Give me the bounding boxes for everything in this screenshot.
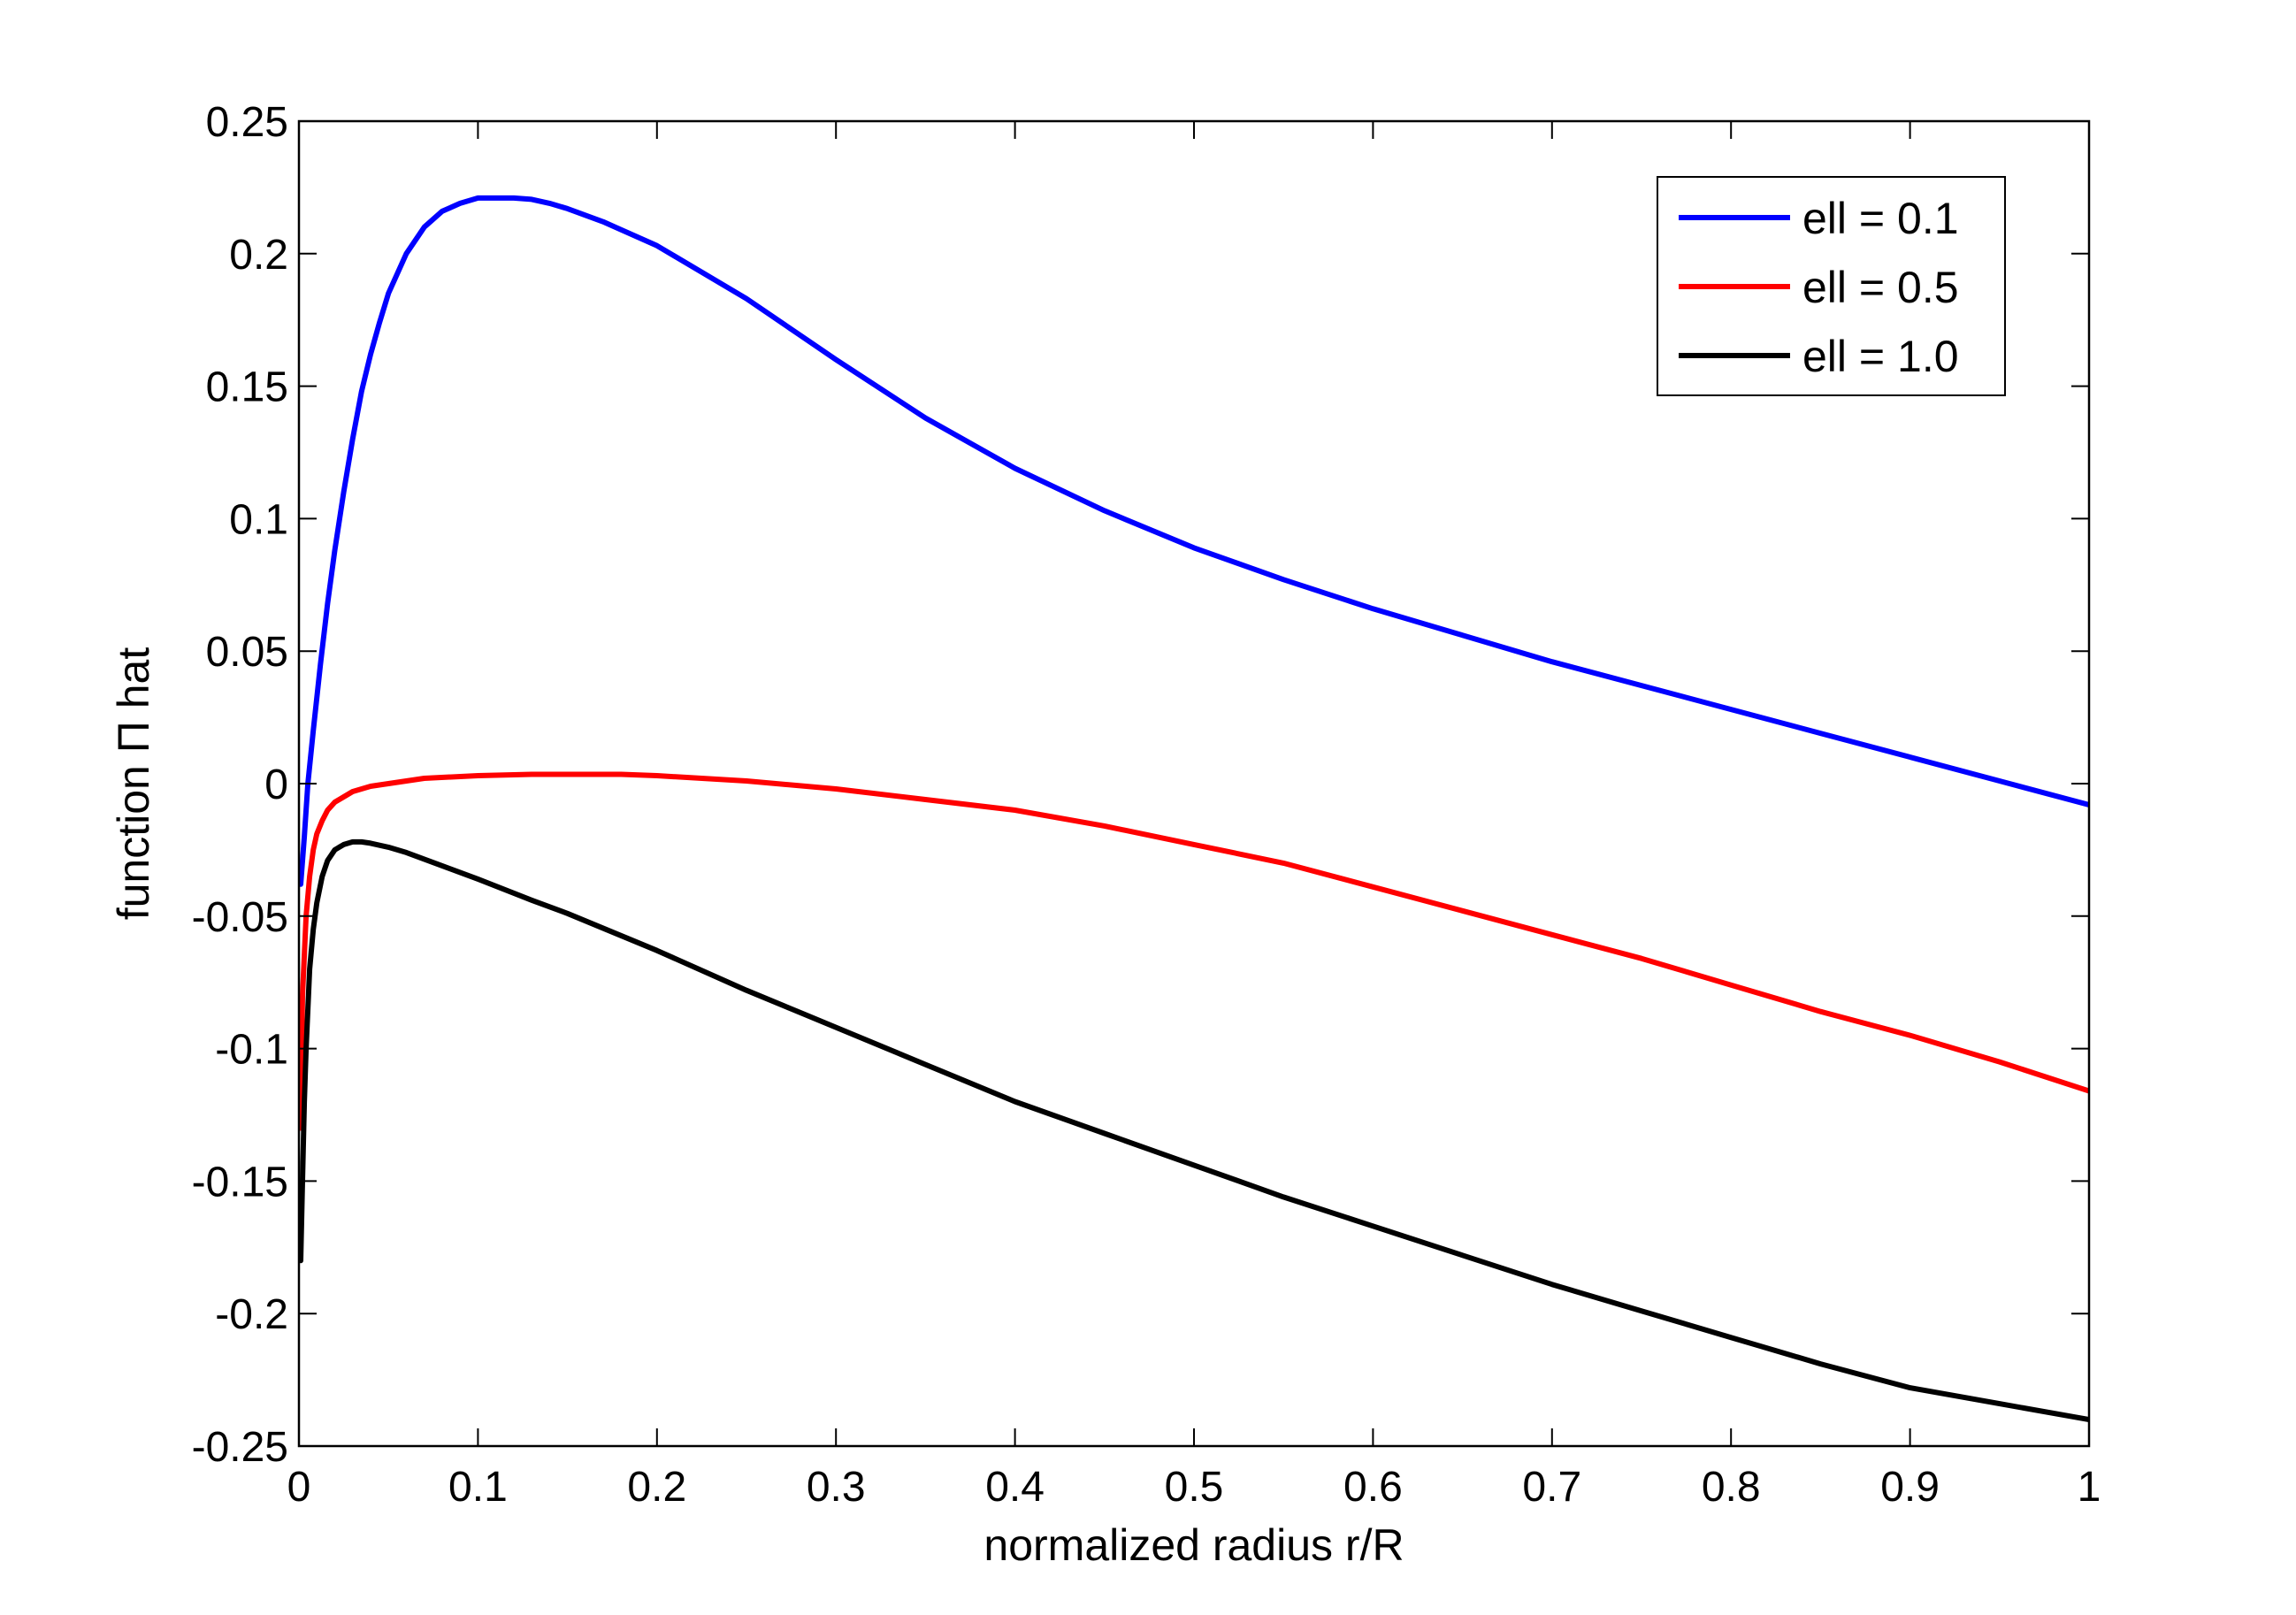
x-tick-label: 0.7 (1522, 1464, 1581, 1511)
series-line-1 (299, 195, 2089, 887)
y-tick-label: -0.05 (192, 894, 288, 941)
series-line-3 (299, 838, 2089, 1422)
y-tick-labels: -0.25 -0.2 -0.15 -0.1 -0.05 0 0.05 0.1 0.15 0.2 0.… (192, 99, 288, 1471)
x-tick-label: 0 (287, 1464, 311, 1511)
x-tick-label: 1 (2078, 1464, 2101, 1511)
axes-box (297, 119, 2091, 1448)
y-tick-label: 0.15 (206, 364, 288, 411)
series-line-2 (299, 771, 2089, 1131)
x-tick-label: 0.5 (1165, 1464, 1224, 1511)
y-tick-label: 0.05 (206, 629, 288, 676)
x-axis-label: normalized radius r/R (983, 1520, 1404, 1570)
tick-layer (298, 120, 2090, 1447)
x-tick-label: 0.8 (1702, 1464, 1761, 1511)
y-axis-label: function Π hat (109, 647, 158, 921)
x-tick-label: 0.4 (985, 1464, 1045, 1511)
x-tick-label: 0.3 (807, 1464, 866, 1511)
y-tick-label: 0.1 (229, 496, 288, 543)
x-tick-labels: 0 0.1 0.2 0.3 0.4 0.5 0.6 0.7 0.8 0.9 1 (287, 1464, 2101, 1511)
y-tick-label: -0.2 (215, 1291, 288, 1338)
legend-label-3: ell = 1.0 (1802, 332, 1959, 381)
x-tick-label: 0.1 (448, 1464, 508, 1511)
y-tick-label: 0.25 (206, 99, 288, 146)
y-tick-label: 0.2 (229, 232, 288, 279)
series-layer (299, 195, 2089, 1422)
legend-label-1: ell = 0.1 (1802, 194, 1959, 243)
legend: ell = 0.1 ell = 0.5 ell = 1.0 (1657, 176, 2006, 396)
y-tick-label: 0 (264, 762, 288, 808)
y-tick-label: -0.1 (215, 1027, 288, 1074)
x-tick-label: 0.6 (1343, 1464, 1403, 1511)
x-tick-label: 0.2 (627, 1464, 686, 1511)
x-tick-label: 0.9 (1880, 1464, 1940, 1511)
y-tick-label: -0.15 (192, 1159, 288, 1206)
y-tick-label: -0.25 (192, 1424, 288, 1471)
legend-label-2: ell = 0.5 (1802, 263, 1959, 312)
